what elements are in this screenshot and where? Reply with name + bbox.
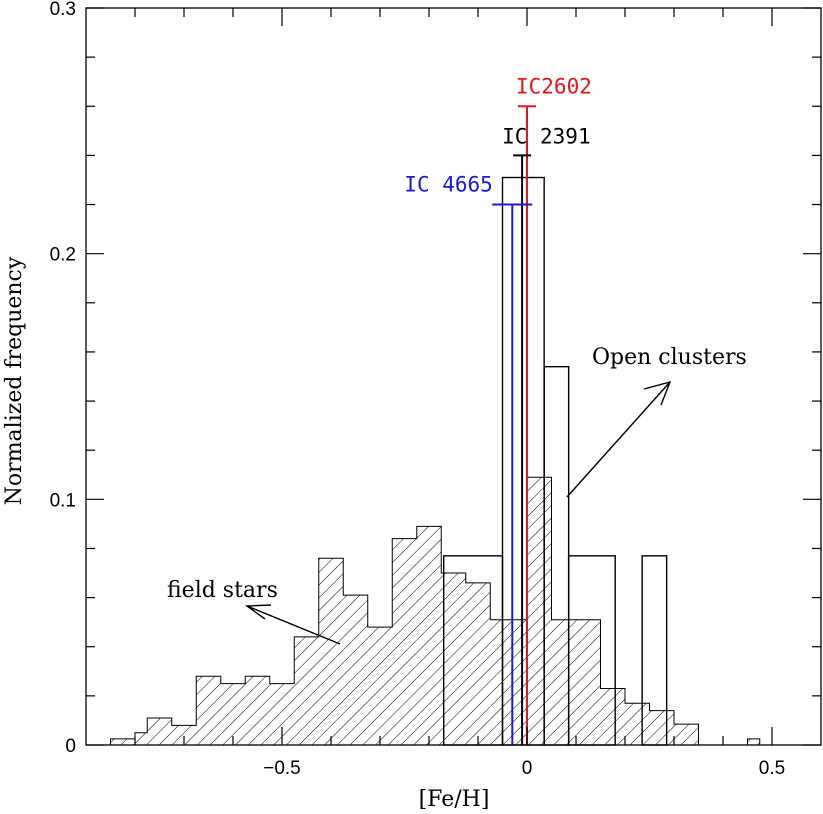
- field-stars-bar: [343, 595, 356, 745]
- field-stars-bar: [184, 725, 197, 745]
- field-stars-bar: [380, 627, 393, 745]
- field-stars-bar: [392, 538, 405, 745]
- field-stars-bar: [318, 558, 331, 745]
- open-clusters-arrow: [566, 380, 672, 498]
- x-axis-title: [Fe/H]: [419, 787, 490, 812]
- series-field-stars: [110, 476, 772, 746]
- x-tick-label: −0.5: [263, 758, 301, 779]
- field-stars-bar: [527, 477, 540, 745]
- open-clusters-label: Open clusters: [592, 345, 747, 370]
- field-stars-bar: [429, 526, 442, 745]
- field-stars-bar: [306, 636, 319, 745]
- field-stars-bar: [269, 683, 282, 745]
- y-tick-label: 0.3: [50, 0, 76, 20]
- axis-ticks: −0.5 0 0.5 0 0.1 0.2 0.3: [50, 0, 821, 779]
- field-stars-bar: [171, 725, 184, 745]
- field-stars-bar: [490, 619, 503, 745]
- field-stars-bar: [294, 636, 307, 745]
- field-stars-bar: [649, 710, 662, 745]
- field-stars-bar: [233, 683, 246, 745]
- field-stars-bar: [551, 619, 564, 745]
- field-stars-bar: [416, 526, 429, 745]
- field-stars-bar: [637, 703, 650, 745]
- field-stars-bar: [282, 683, 295, 745]
- x-tick-label: 0.5: [759, 758, 785, 779]
- field-stars-bar: [147, 717, 160, 745]
- histograms: [110, 176, 772, 746]
- field-stars-arrow: [244, 604, 341, 645]
- field-stars-bar: [355, 595, 368, 745]
- field-stars-bar: [453, 573, 466, 745]
- marker-ic2391: IC 2391: [502, 124, 591, 745]
- field-stars-bar: [135, 732, 148, 745]
- field-stars-bar: [588, 619, 601, 745]
- field-stars-bar: [563, 619, 576, 745]
- field-stars-bar: [539, 477, 552, 745]
- field-stars-bar: [208, 676, 221, 745]
- marker-label: IC 4665: [404, 173, 493, 197]
- y-axis-title: Normalized frequency: [2, 256, 27, 505]
- field-stars-bar: [674, 724, 687, 745]
- y-tick-label: 0: [65, 736, 76, 757]
- field-stars-bar: [331, 558, 344, 745]
- field-stars-bar: [367, 627, 380, 745]
- field-stars-bar: [686, 724, 699, 745]
- field-stars-bar: [625, 703, 638, 745]
- field-stars-bar: [245, 676, 258, 745]
- field-stars-bar: [159, 717, 172, 745]
- marker-ic2602: IC2602: [516, 74, 592, 745]
- field-stars-bar: [478, 582, 491, 745]
- x-tick-label: 0: [522, 758, 533, 779]
- field-stars-bar: [257, 676, 270, 745]
- y-tick-label: 0.2: [50, 245, 76, 266]
- field-stars-bar: [404, 538, 417, 745]
- field-stars-bar: [747, 738, 760, 745]
- field-stars-bar: [576, 619, 589, 745]
- field-stars-bar: [196, 676, 209, 745]
- field-stars-bar: [110, 738, 123, 745]
- marker-ic4665: IC 4665: [404, 173, 533, 745]
- marker-label: IC2602: [516, 74, 592, 98]
- field-stars-bar: [600, 688, 613, 745]
- field-stars-outline: [110, 476, 772, 746]
- field-stars-bar: [661, 710, 674, 745]
- field-stars-label: field stars: [167, 578, 278, 603]
- field-stars-bar: [465, 582, 478, 745]
- y-tick-label: 0.1: [50, 490, 76, 511]
- plot-frame: [85, 7, 822, 746]
- field-stars-bar: [514, 619, 527, 745]
- marker-label: IC 2391: [502, 124, 591, 148]
- field-stars-bar: [122, 738, 135, 745]
- cluster-markers: IC2602 IC 2391 IC 4665: [404, 74, 592, 745]
- field-stars-bar: [220, 683, 233, 745]
